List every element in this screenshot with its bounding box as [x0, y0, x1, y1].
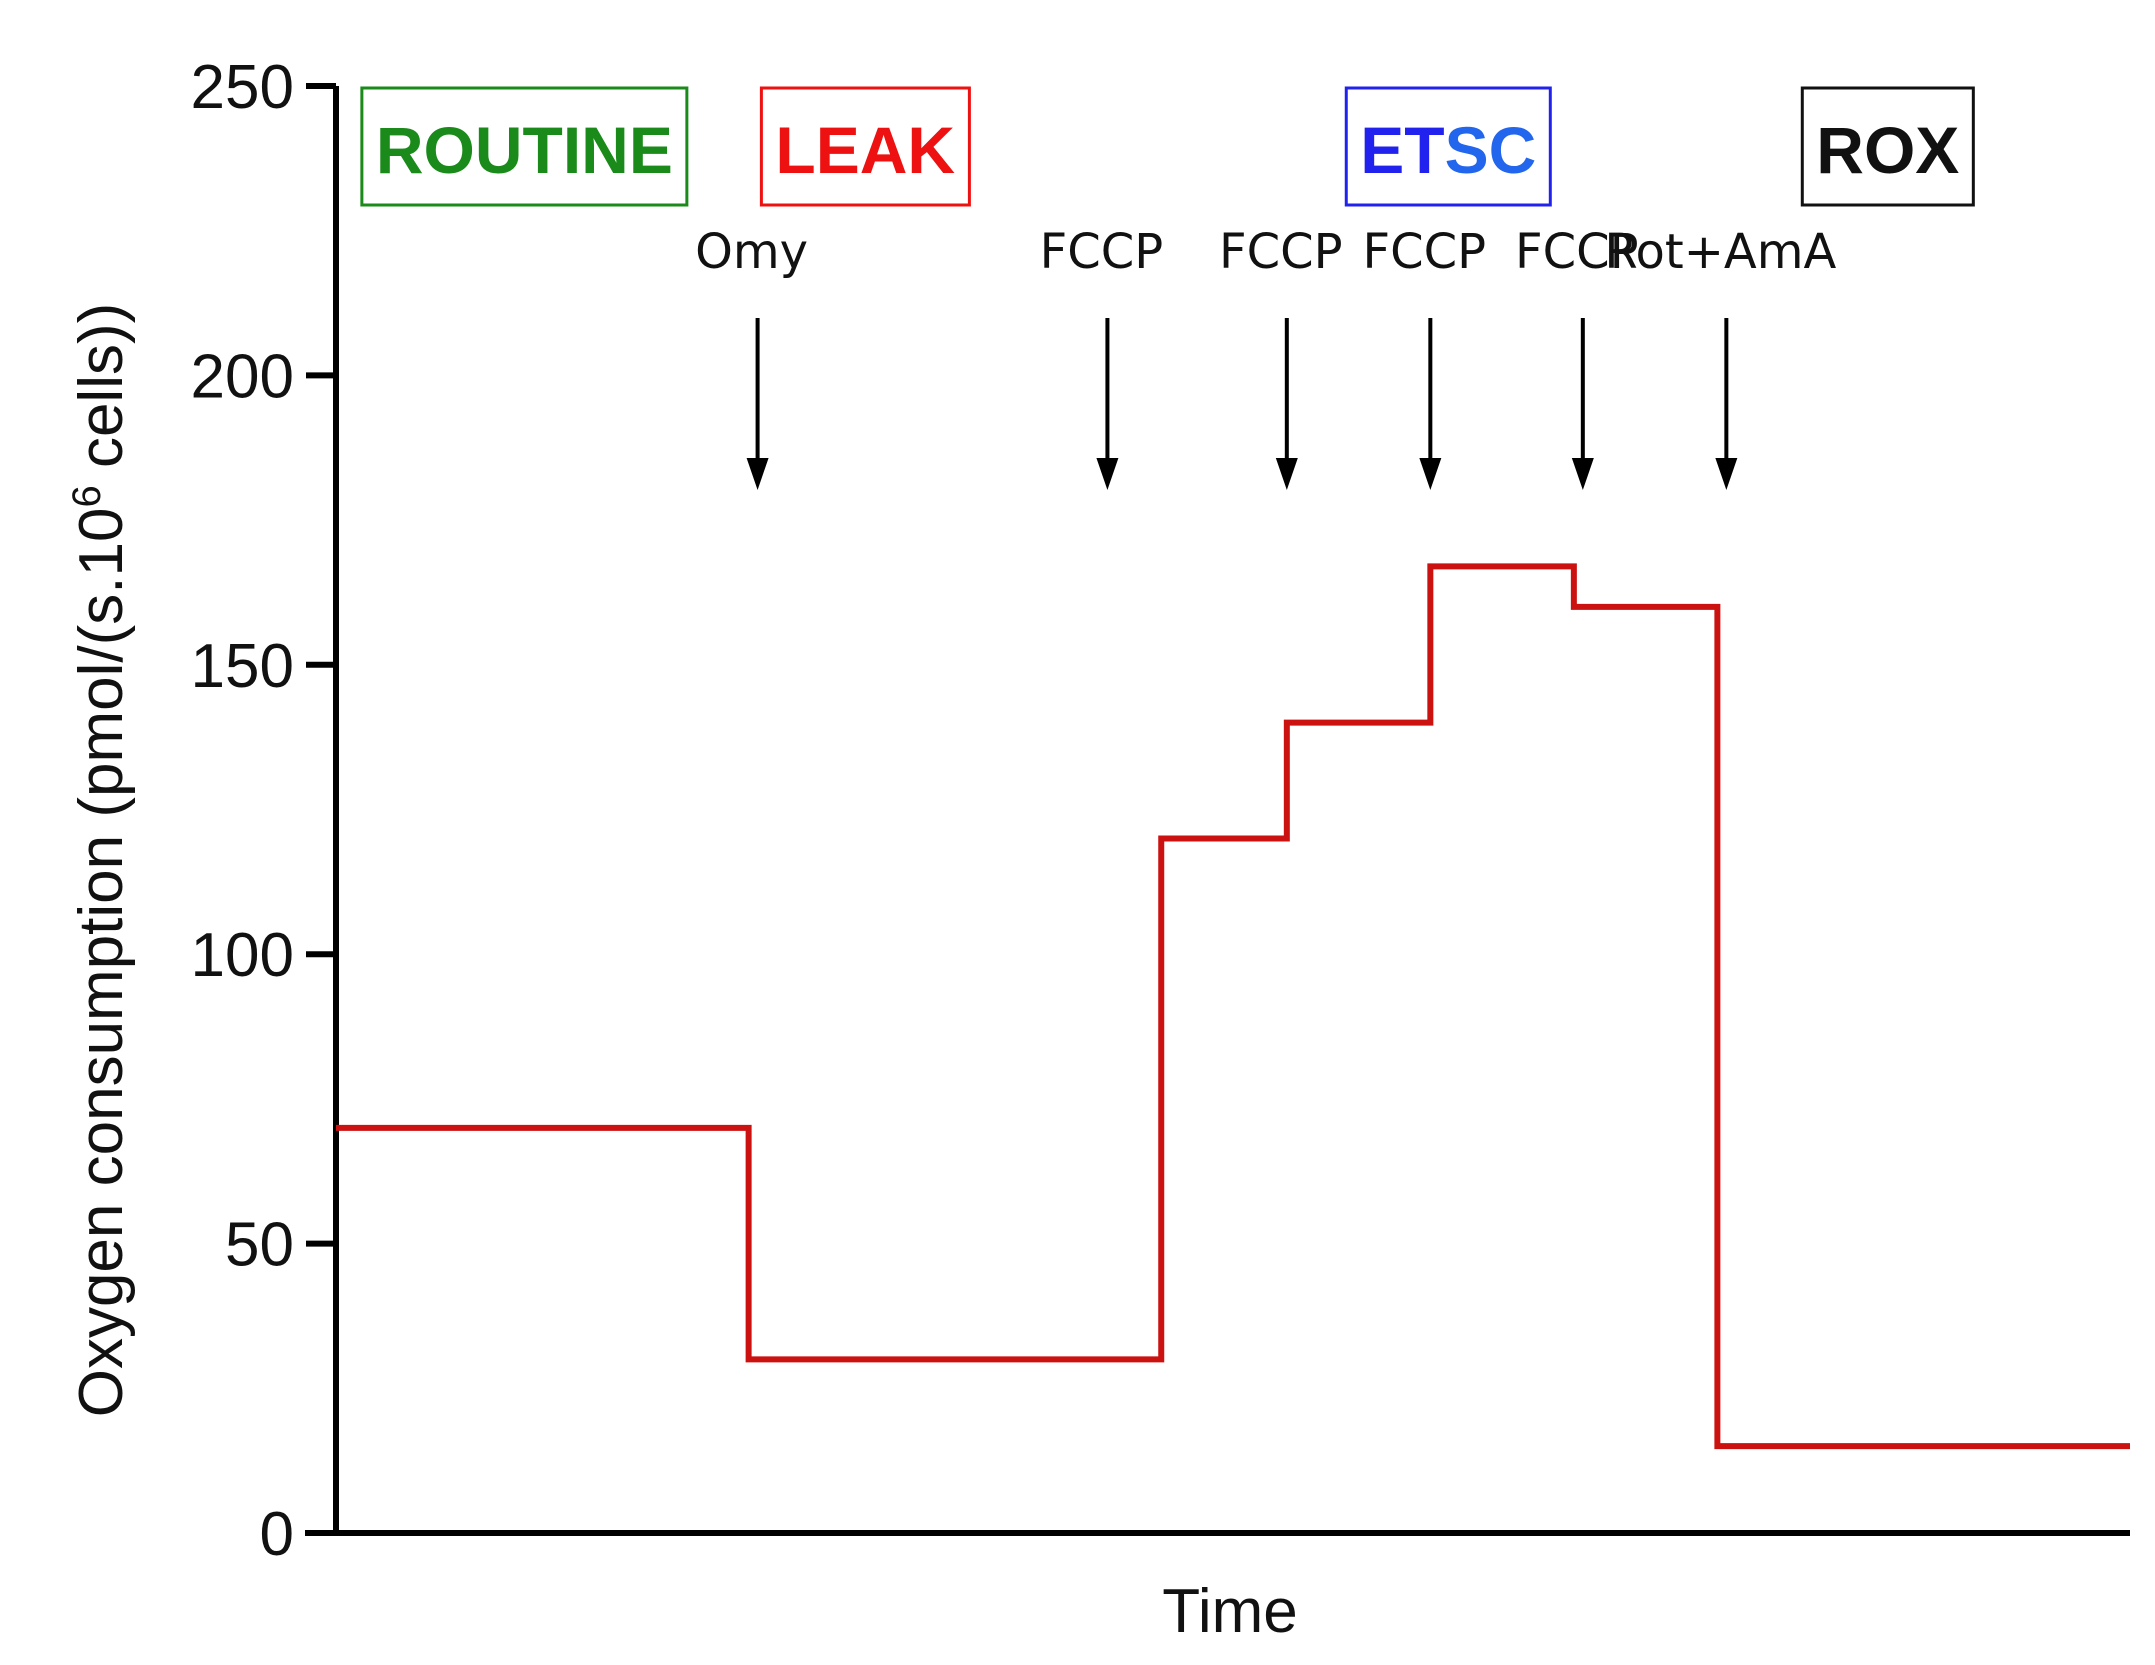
- state-label-routine: ROUTINE: [376, 113, 673, 187]
- y-tick-label: 250: [191, 53, 294, 122]
- state-routine: ROUTINE: [360, 86, 689, 207]
- injection-omy: Omy: [695, 224, 808, 490]
- state-etsc: ETSC: [1344, 86, 1552, 207]
- injection-fccp: FCCP: [1040, 224, 1164, 490]
- injection-arrow-head: [746, 458, 769, 490]
- y-axis-title-tail: cells)): [67, 303, 136, 486]
- injection-label: FCCP: [1219, 224, 1343, 280]
- oxygen-consumption-trace: [336, 563, 2130, 1450]
- y-ticks: 0 50 100 150 200 250: [191, 53, 336, 1569]
- state-rox: ROX: [1800, 86, 1975, 207]
- injection-label: FCCP: [1040, 224, 1164, 280]
- injection-label: FCCP: [1515, 224, 1639, 280]
- y-tick-label: 50: [225, 1211, 294, 1280]
- injection-fccp: FCCP: [1363, 224, 1487, 490]
- state-box-etsc: [1344, 86, 1552, 207]
- injection-rot-ama: Rot+AmA: [1604, 224, 1837, 490]
- state-labels: ROUTINE LEAK ETSC ROX: [360, 86, 1975, 207]
- x-axis-title: Time: [1162, 1577, 1297, 1646]
- injection-fccp: FCCP: [1515, 224, 1639, 490]
- y-tick-label: 100: [191, 921, 294, 990]
- y-axis-title-main: Oxygen consumption (pmol/(s.10: [67, 508, 136, 1418]
- y-tick-label: 0: [260, 1500, 294, 1569]
- state-label-rox: ROX: [1816, 113, 1959, 187]
- injection-label: FCCP: [1363, 224, 1487, 280]
- state-leak: LEAK: [759, 86, 971, 207]
- state-box-leak: [759, 86, 971, 207]
- state-label-leak: LEAK: [775, 113, 955, 187]
- state-box-routine: [360, 86, 689, 207]
- injection-arrow-head: [1275, 458, 1298, 490]
- y-axis-title-superscript: 6: [65, 485, 109, 507]
- injection-arrow-head: [1096, 458, 1119, 490]
- state-box-rox: [1800, 86, 1975, 207]
- y-tick-label: 200: [191, 342, 294, 411]
- y-tick-label: 150: [191, 632, 294, 701]
- injection-label: Rot+AmA: [1604, 224, 1836, 280]
- injection-arrow-head: [1571, 458, 1594, 490]
- injection-arrow-head: [1715, 458, 1738, 490]
- injection-arrow-head: [1419, 458, 1442, 490]
- injection-fccp: FCCP: [1219, 224, 1343, 490]
- injection-label: Omy: [695, 224, 808, 280]
- state-label-etsc: ETSC: [1360, 113, 1536, 187]
- y-axis-title: Oxygen consumption (pmol/(s.106 cells)): [65, 303, 136, 1418]
